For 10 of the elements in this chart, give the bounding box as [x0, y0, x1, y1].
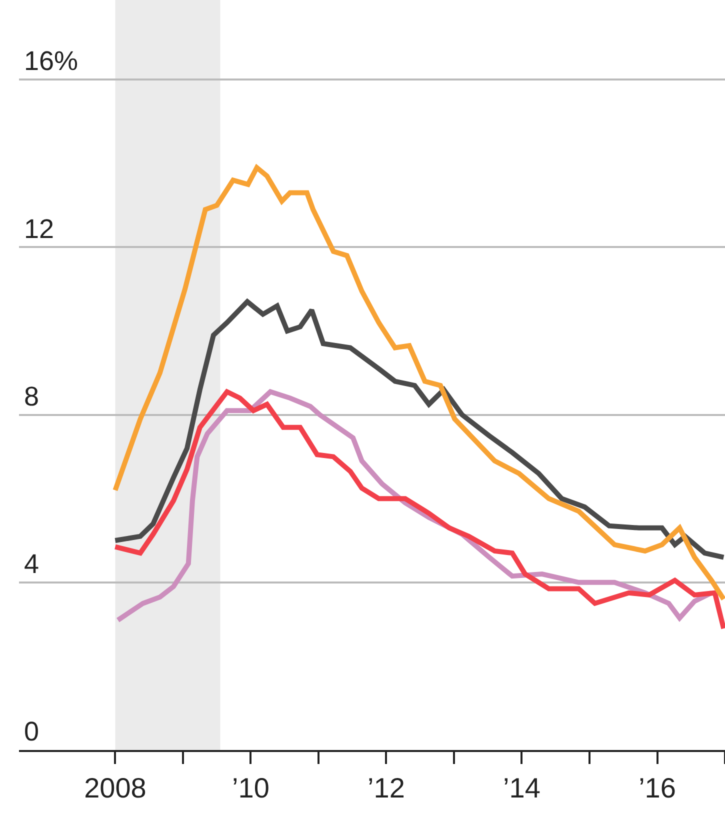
y-tick-label: 8: [24, 381, 40, 412]
x-tick-label: ’16: [638, 772, 676, 804]
y-tick-label: 16%: [24, 46, 78, 76]
y-tick-label: 0: [24, 716, 40, 747]
x-tick-label: ’10: [232, 772, 270, 804]
y-tick-label: 12: [24, 214, 54, 244]
x-tick-label: ’14: [503, 772, 540, 804]
x-tick-label: 2008: [84, 772, 146, 804]
x-tick-label: ’12: [368, 772, 405, 804]
y-tick-label: 4: [24, 548, 40, 579]
